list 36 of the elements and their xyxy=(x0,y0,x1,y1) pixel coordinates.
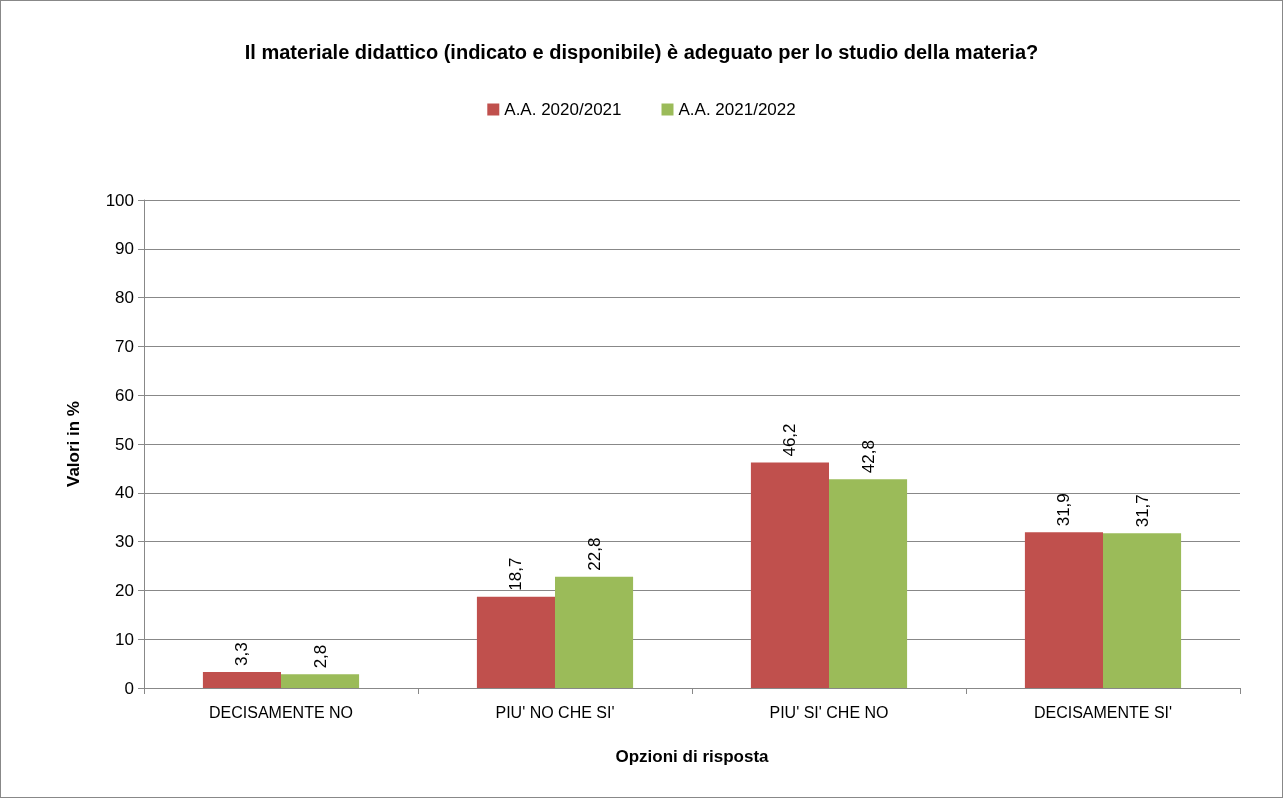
bar xyxy=(555,576,634,688)
x-tick-label: PIU' SI' CHE NO xyxy=(769,703,889,721)
y-tick-label: 30 xyxy=(115,532,134,552)
data-label: 3,3 xyxy=(232,642,252,666)
bar xyxy=(1024,532,1103,688)
y-tick-label: 50 xyxy=(115,434,134,454)
y-tick-label: 90 xyxy=(115,239,134,259)
y-axis-title: Valori in % xyxy=(64,401,83,487)
data-label: 2,8 xyxy=(310,644,330,669)
data-label: 31,9 xyxy=(1054,493,1074,527)
legend-label: A.A. 2020/2021 xyxy=(504,100,622,119)
bar xyxy=(750,462,829,688)
y-tick-label: 10 xyxy=(115,629,134,649)
chart-title: Il materiale didattico (indicato e disponibile) è adeguato per lo studio della materia? xyxy=(244,41,1039,63)
y-tick-label: 100 xyxy=(105,190,134,210)
data-label: 31,7 xyxy=(1132,494,1152,528)
data-label: 18,7 xyxy=(506,557,526,591)
data-label: 42,8 xyxy=(858,440,878,474)
x-tick-label: PIU' NO CHE SI' xyxy=(495,703,615,721)
bar xyxy=(281,674,360,688)
x-tick-label: DECISAMENTE SI' xyxy=(1033,703,1173,721)
bar xyxy=(476,596,555,688)
y-tick-label: 80 xyxy=(115,288,134,308)
y-tick-label: 20 xyxy=(115,580,134,600)
y-tick-label: 60 xyxy=(115,385,134,405)
data-label: 46,2 xyxy=(780,423,800,457)
y-tick-label: 70 xyxy=(115,336,134,356)
bar xyxy=(1103,533,1182,688)
x-tick-label: DECISAMENTE NO xyxy=(208,703,354,721)
x-axis-title: Opzioni di risposta xyxy=(615,747,770,766)
y-tick-label: 40 xyxy=(115,483,134,503)
bar xyxy=(829,479,908,688)
legend-label: A.A. 2021/2022 xyxy=(678,100,796,119)
y-tick-label: 0 xyxy=(124,678,134,698)
bar xyxy=(202,671,281,688)
data-label: 22,8 xyxy=(584,537,604,571)
